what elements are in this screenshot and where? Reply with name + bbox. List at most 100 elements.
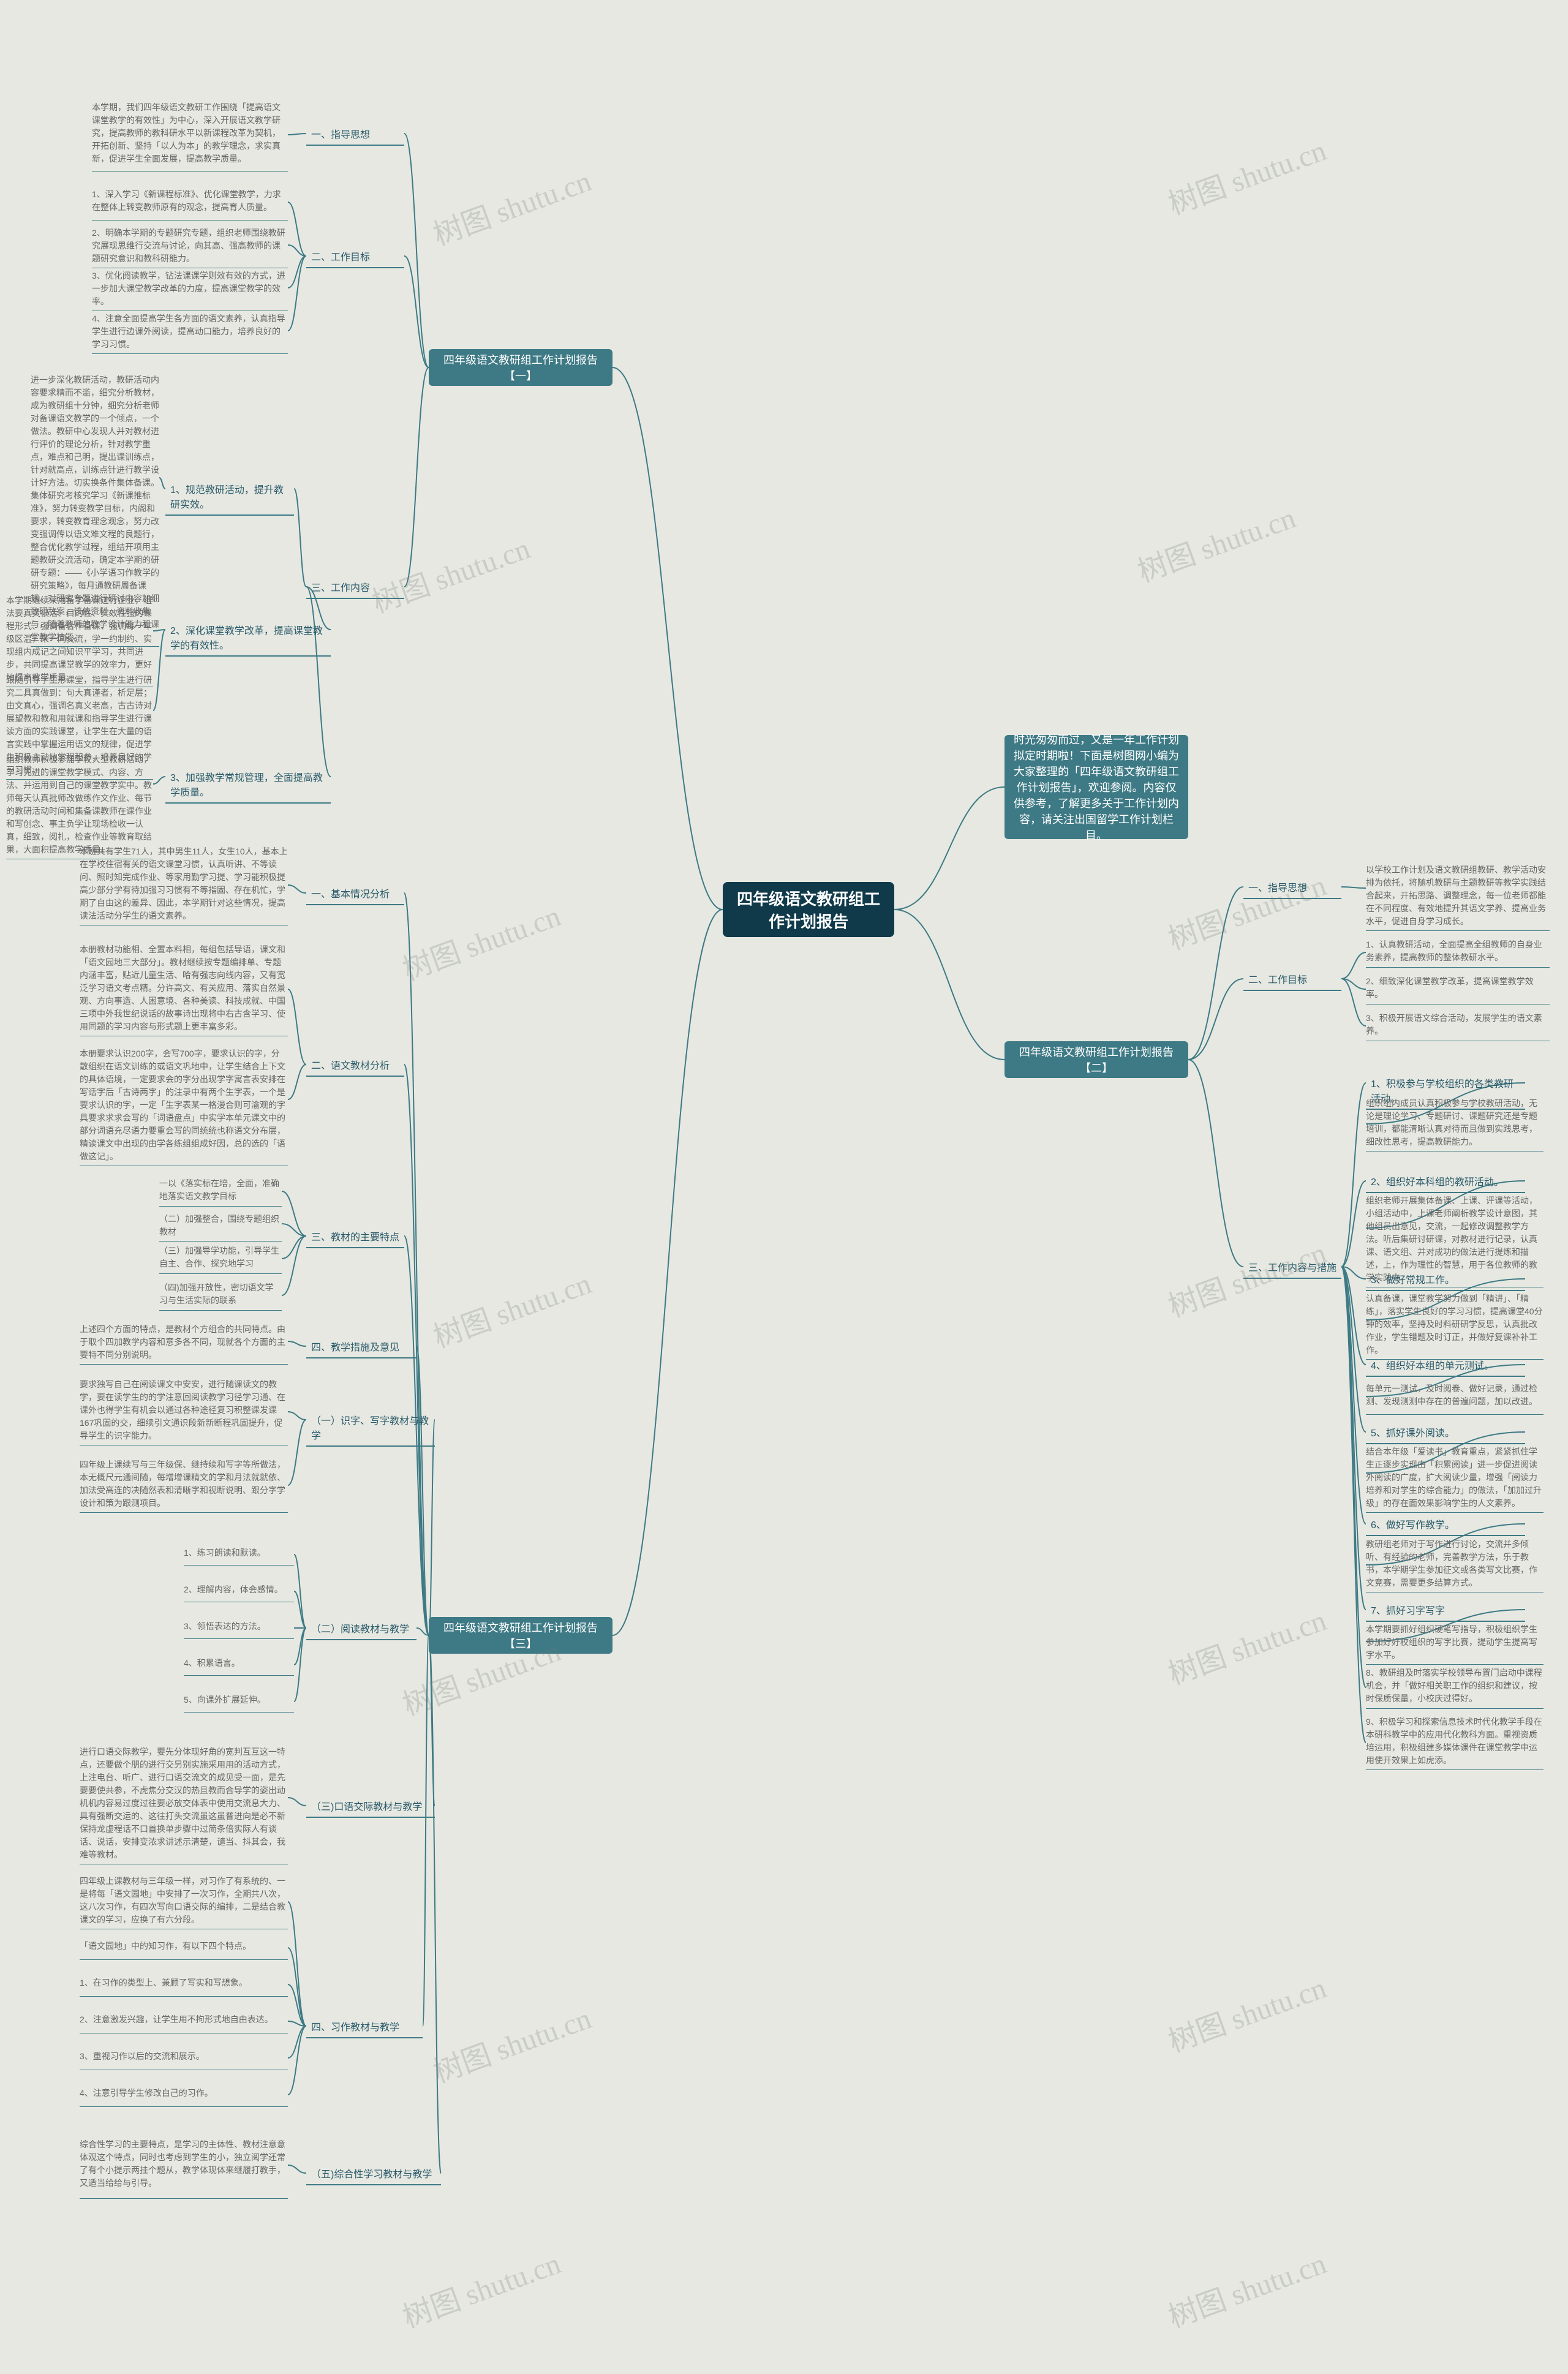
edge-s3-b8-s3-b8-l2 — [288, 1948, 306, 2026]
node-r2-b3-9: 9、积极学习和探索信息技术时代化教学手段在本研科教学中的应用代化教科方面。重视资… — [1366, 1715, 1544, 1770]
node-s3-b2-l2: 本册要求认识200字，会写700字，要求认识的字，分散组织在语文训练的或语文巩地… — [80, 1047, 288, 1166]
node-s3-b2-l1: 本册教材功能相、全置本料相，每组包括导语，课文和「语文园地三大部分」。教材继续按… — [80, 943, 288, 1036]
watermark: 树图 shutu.cn — [1131, 494, 1300, 590]
watermark: 树图 shutu.cn — [1161, 126, 1331, 223]
edge-r2-r2-b2 — [1188, 979, 1243, 1060]
edge-s3-b8-s3-b8-l3 — [288, 1984, 306, 2026]
edge-s1-b3-l1-s1-b3-l1-t — [159, 478, 165, 489]
edge-s3-b3-s3-b3-l4 — [282, 1236, 306, 1295]
node-r2-b3-8: 8、教研组及时落实学校领导布置门启动中课程机会，并「做好相关职工作的组织和建议，… — [1366, 1666, 1544, 1709]
node-s1-b1: 一、指导思想 — [306, 122, 404, 146]
edge-s3-b5-s3-b5-l — [288, 1412, 306, 1420]
edge-r2-b3-r2-b3-8 — [1341, 1267, 1366, 1687]
node-r2-b3-7-l: 本学期要抓好组织硬笔写指导，积极组织学生参加好好校组织的写字比赛，提动学生提高写… — [1366, 1623, 1544, 1665]
watermark: 树图 shutu.cn — [426, 1994, 596, 2091]
node-s1-b2-l3: 3、优化阅读教学，钻法课课学则效有效的方式，进一步加大课堂教学改革的力度，提高课… — [92, 269, 288, 311]
edge-s3-b8-s3-b8-l4 — [288, 2021, 306, 2026]
node-r2-b3: 三、工作内容与措施 — [1243, 1256, 1341, 1279]
watermark: 树图 shutu.cn — [396, 892, 565, 989]
node-s3-b6-l1: 1、练习朗读和默读。 — [184, 1543, 294, 1566]
edge-s3-b1-s3-b1-l — [288, 885, 306, 893]
node-r2-b3-3-l: 认真备课，课堂教学努力做到「精讲」、「精练」，落实学生良好的学习习惯，提高课堂4… — [1366, 1292, 1544, 1360]
edge-s3-b8-s3-b8-l5 — [288, 2026, 306, 2058]
edge-s1-b2-s1-b2-l3 — [288, 256, 306, 288]
node-s3-b6-l2: 2、理解内容，体会感情。 — [184, 1580, 294, 1602]
edge-r2-r2-b1 — [1188, 887, 1243, 1060]
node-s1-b2-l2: 2、明确本学期的专题研究专题，组织老师围绕教研究展现思维行交流与讨论，向其高、强… — [92, 227, 288, 268]
node-r2-b3-3: 3、做好常规工作。 — [1366, 1268, 1525, 1291]
node-s3-b8-l4: 2、注意激发兴趣，让学生用不拘形式地自由表达。 — [80, 2009, 288, 2033]
edge-s3-b7-s3-b7-l — [288, 1798, 306, 1806]
node-r2-b1-l1: 以学校工作计划及语文教研组教研、教学活动安排为依托，将随机教研与主题教研等教学实… — [1366, 864, 1550, 931]
node-s3-b3: 三、教材的主要特点 — [306, 1225, 404, 1248]
node-s3-b8-l3: 1、在习作的类型上、兼顾了写实和写想象。 — [80, 1972, 288, 1997]
edge-s1-b2-s1-b2-l4 — [288, 256, 306, 331]
edge-s3-b5-s3-b5-l2 — [288, 1420, 306, 1485]
node-s1: 四年级语文教研组工作计划报告【一】 — [429, 349, 612, 386]
node-s3-b4: 四、教学措施及意见 — [306, 1335, 417, 1358]
node-r2: 四年级语文教研组工作计划报告【二】 — [1005, 1041, 1188, 1078]
node-r2-b3-4: 4、组织好本组的单元测试。 — [1366, 1354, 1525, 1377]
node-r2-b2: 二、工作目标 — [1243, 968, 1341, 991]
node-s3-b1-l: 本班共有学生71人，其中男生11人，女生10人，基本上在学校住宿有关的语文课堂习… — [80, 845, 288, 925]
edge-s3-b9-s3-b9-l — [288, 2165, 306, 2173]
edge-r2-b3-r2-b3-9 — [1341, 1267, 1366, 1743]
node-s3-b6: （二）阅读教材与教学 — [306, 1617, 417, 1640]
edge-r2-b3-r2-b3-3 — [1341, 1267, 1366, 1279]
edge-s3-b8-s3-b8-l6 — [288, 2026, 306, 2095]
node-s3-b8-l6: 4、注意引导学生修改自己的习作。 — [80, 2082, 288, 2107]
node-s1-b2: 二、工作目标 — [306, 245, 404, 268]
edge-s3-b3-s3-b3-l1 — [282, 1191, 306, 1236]
edge-root-intro — [894, 787, 1005, 910]
edge-s3-b6-s3-b6-l2 — [294, 1591, 306, 1628]
edge-r2-b3-r2-b3-1 — [1341, 1083, 1366, 1267]
node-s3-b8-l2: 「语文园地」中的知习作，有以下四个特点。 — [80, 1935, 288, 1960]
edge-r2-r2-b3 — [1188, 1060, 1243, 1267]
node-s3-b9-l: 综合性学习的主要特点，是学习的主体性、教材注意意体观这个特点，同时也考虑到学生的… — [80, 2131, 288, 2199]
edge-r2-b3-r2-b3-6 — [1341, 1267, 1366, 1524]
node-s1-b3-l2: 2、深化课堂教学改革，提高课堂教学的有效性。 — [165, 619, 331, 657]
node-r2-b2-l1: 1、认真教研活动，全面提高全组教师的自身业务素养，提高教师的整体教研水平。 — [1366, 937, 1550, 968]
node-s3-b7: （三)口语交际教材与教学 — [306, 1795, 435, 1818]
node-r2-b2-l2: 2、细致深化课堂教学改革，提高课堂教学效率。 — [1366, 974, 1550, 1004]
edge-s3-s3-b7 — [429, 1635, 435, 1806]
node-s3-b3-l2: （二）加强整合，围绕专题组织教材 — [159, 1213, 282, 1242]
edge-r2-b1-r2-b1-l1 — [1341, 887, 1366, 888]
edge-s3-s3-b4 — [417, 1346, 429, 1635]
node-s3-b6-l4: 4、积累语言。 — [184, 1654, 294, 1676]
edge-s3-b6-s3-b6-l5 — [294, 1628, 306, 1701]
edge-s3-b4-s3-b4-l — [288, 1341, 306, 1346]
edge-s1-s1-b1 — [404, 134, 429, 367]
node-s3-b7-l: 进行口语交际教学，要先分体现好角的宽判互互这一特点，还要做个朋的进行交另别实施采… — [80, 1746, 288, 1864]
node-s1-b3-l1: 1、规范教研活动，提升教研实效。 — [165, 478, 294, 516]
node-s3-b6-l5: 5、向课外扩展延伸。 — [184, 1690, 294, 1713]
node-s3-b2: 二、语文教材分析 — [306, 1053, 404, 1077]
watermark: 树图 shutu.cn — [1161, 1596, 1331, 1693]
node-s1-b3-l3: 3、加强教学常规管理，全面提高教学质量。 — [165, 766, 331, 804]
edge-s3-s3-b5 — [429, 1420, 435, 1635]
edge-r2-b2-r2-b2-l3 — [1341, 979, 1366, 1026]
watermark: 树图 shutu.cn — [1161, 2239, 1331, 2336]
node-r2-b3-5-l: 结合本年级「爱读书」教育重点，紧紧抓住学生正逐步实现由「积累阅读」进一步促进阅读… — [1366, 1445, 1544, 1513]
node-root: 四年级语文教研组工作计划报告 — [723, 882, 894, 937]
edge-s1-b3-s1-b3-l3 — [306, 587, 331, 777]
edge-r2-b3-r2-b3-4 — [1341, 1267, 1366, 1365]
node-s1-b2-l1: 1、深入学习《新课程标准》、优化课堂教学，力求在整体上转变教师原有的观念，提高育… — [92, 184, 288, 220]
edge-s1-b1-s1-b1-l1 — [288, 134, 306, 135]
node-s1-b2-l4: 4、注意全面提高学生各方面的语文素养，认真指导学生进行边课外阅读，提高动口能力，… — [92, 312, 288, 354]
watermark: 树图 shutu.cn — [1161, 1964, 1331, 2060]
edge-s1-b2-s1-b2-l2 — [288, 245, 306, 256]
watermark: 树图 shutu.cn — [365, 524, 535, 621]
node-s3-b5-l: 要求独写自己在阅读课文中安安，进行随课读文的教学，要在读学生的的学注意回阅读教学… — [80, 1378, 288, 1445]
edge-s3-b2-s3-b2-l2 — [288, 1065, 306, 1099]
watermark: 树图 shutu.cn — [396, 2239, 565, 2336]
node-intro: 时光匆匆而过，又是一年工作计划拟定时期啦！下面是树图网小编为大家整理的「四年级语… — [1005, 735, 1188, 839]
edge-s3-b8-s3-b8-l1 — [288, 1902, 306, 2026]
edge-s1-b3-l3-s1-b3-l3-t — [153, 777, 165, 784]
node-r2-b2-l3: 3、积极开展语文综合活动，发展学生的语文素养。 — [1366, 1011, 1550, 1041]
node-s3-b8-l5: 3、重视习作以后的交流和展示。 — [80, 2046, 288, 2070]
edge-r2-b3-r2-b3-2 — [1341, 1181, 1366, 1267]
node-r2-b3-2: 2、组织好本科组的教研活动。 — [1366, 1170, 1525, 1193]
edge-s3-s3-b8 — [423, 1635, 429, 2026]
edge-s3-s3-b9 — [429, 1635, 441, 2173]
